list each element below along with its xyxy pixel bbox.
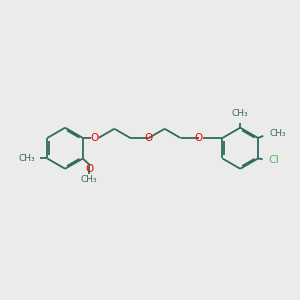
Text: CH₃: CH₃ — [232, 109, 248, 118]
Text: CH₃: CH₃ — [19, 154, 35, 163]
Text: O: O — [145, 133, 153, 143]
Text: O: O — [90, 133, 98, 143]
Text: CH₃: CH₃ — [270, 129, 286, 138]
Text: CH₃: CH₃ — [81, 175, 98, 184]
Text: Cl: Cl — [268, 155, 280, 165]
Text: O: O — [195, 133, 203, 143]
Text: O: O — [85, 164, 93, 174]
